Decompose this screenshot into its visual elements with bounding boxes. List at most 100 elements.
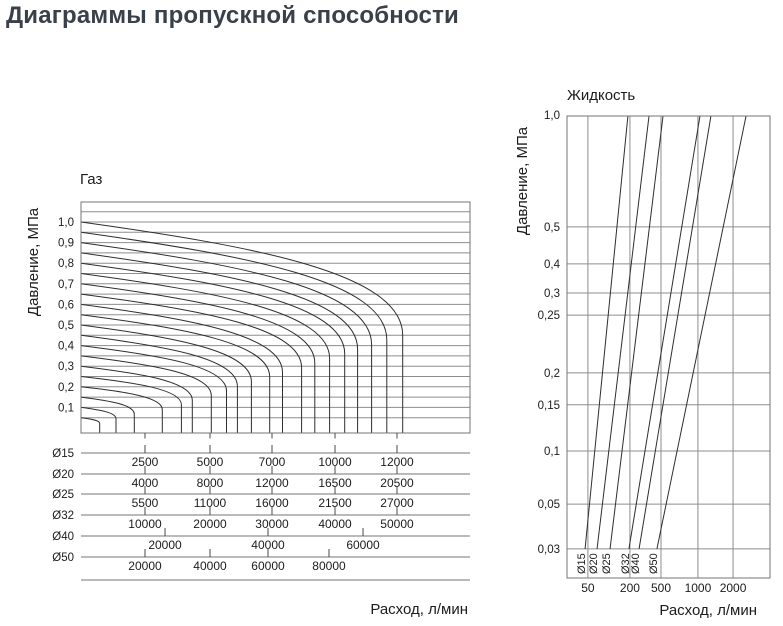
diameter-row-label: Ø50 (52, 552, 74, 564)
flow-value: 60000 (251, 559, 285, 573)
diameter-line (584, 115, 629, 549)
gas-capacity-curve (80, 231, 388, 433)
liquid-x-tick-label: 500 (651, 581, 671, 595)
flow-value: 80000 (312, 559, 346, 573)
flow-value: 12000 (255, 476, 289, 490)
flow-scale-row: Ø50 20000 40000 60000 80000 (52, 549, 470, 573)
flow-scale-row: Ø25 5500 11000 16000 21500 27000 (52, 486, 470, 510)
liquid-y-tick-label: 0,1 (544, 446, 560, 458)
flow-value: 20000 (193, 517, 227, 531)
flow-value: 60000 (346, 538, 380, 552)
diameter-line (596, 115, 650, 549)
gas-capacity-curve (80, 334, 238, 433)
liquid-plot-border (566, 115, 771, 579)
gas-capacity-curve (80, 314, 271, 433)
diameter-line-label: Ø25 (601, 553, 613, 574)
gas-capacity-curve (80, 345, 227, 433)
gas-capacity-curve (80, 242, 373, 433)
diameter-line-label: Ø20 (588, 553, 600, 574)
liquid-y-tick-label: 1,0 (544, 110, 560, 122)
gas-capacity-curve (80, 221, 404, 433)
flow-value: 7000 (259, 455, 286, 469)
gas-x-axis-label: Расход, л/мин (370, 601, 468, 618)
gas-capacity-curve (80, 365, 193, 433)
gas-title: Газ (80, 171, 102, 188)
diameter-line (656, 115, 747, 549)
diameter-row-label: Ø15 (52, 448, 74, 460)
liquid-gridlines (567, 116, 770, 578)
diameter-row-label: Ø25 (52, 489, 74, 501)
flow-value: 4000 (132, 476, 159, 490)
flow-value: 20500 (380, 476, 414, 490)
gas-capacity-curve (80, 293, 303, 433)
gas-y-axis-label: Давление, МПа (25, 207, 42, 316)
gas-capacity-curve (80, 417, 101, 433)
flow-value: 16500 (318, 476, 352, 490)
gas-plot-border (80, 201, 471, 434)
gas-y-tick-label: 0,6 (58, 299, 74, 311)
flow-value: 5000 (197, 455, 224, 469)
gas-y-tick-label: 0,4 (58, 341, 75, 353)
gas-gridlines (81, 211, 470, 419)
liquid-y-axis-label: Давление, МПа (514, 126, 531, 235)
flow-scale-row: Ø32 10000 20000 30000 40000 50000 (52, 507, 470, 531)
flow-value: 20000 (128, 559, 162, 573)
gas-y-tick-label: 0,7 (58, 279, 74, 291)
gas-capacity-curve (80, 283, 316, 433)
flow-value: 21500 (318, 496, 352, 510)
gas-capacity-curves (80, 221, 404, 433)
gas-y-tick-label: 0,9 (58, 238, 74, 250)
gas-capacity-curve (80, 273, 331, 433)
gas-y-tick-label: 0,1 (58, 402, 74, 414)
gas-chart: 0,1 0,2 0,3 0,4 0,5 0,6 0,7 0,8 0,9 1,0 Ø15 2500 500… (25, 171, 471, 618)
diameter-line (628, 115, 701, 549)
liquid-x-tick-label: 1000 (685, 581, 712, 595)
gas-capacity-curve (80, 355, 212, 433)
flow-scale-row: Ø15 2500 5000 7000 10000 12000 (52, 445, 470, 469)
diameter-line-label: Ø15 (576, 553, 588, 574)
gas-capacity-curve (80, 262, 346, 433)
flow-value: 5500 (132, 496, 159, 510)
liquid-x-tick-label: 2000 (720, 581, 747, 595)
gas-y-tick-label: 0,8 (58, 258, 74, 270)
liquid-title: Жидкость (567, 87, 635, 104)
flow-scale-row: Ø20 4000 8000 12000 16500 20500 (52, 466, 470, 490)
liquid-y-tick-label: 0,05 (538, 499, 560, 511)
gas-capacity-curve (80, 396, 135, 433)
flow-value: 11000 (194, 496, 227, 510)
page-title: Диаграммы пропускной способности (6, 2, 459, 29)
flow-value: 10000 (318, 455, 352, 469)
liquid-y-tick-label: 0,4 (544, 259, 561, 271)
liquid-y-tick-label: 0,03 (538, 544, 560, 556)
flow-value: 40000 (318, 517, 352, 531)
flow-value: 30000 (255, 517, 289, 531)
liquid-x-tick-label: 50 (581, 581, 595, 595)
flow-value: 2500 (132, 455, 159, 469)
gas-capacity-curve (80, 324, 252, 433)
diameter-row-label: Ø32 (52, 510, 74, 522)
gas-capacity-curve (80, 252, 359, 433)
flow-scale-row: Ø40 20000 40000 60000 (52, 528, 470, 552)
liquid-y-tick-label: 0,3 (544, 288, 560, 300)
flow-value: 40000 (193, 559, 227, 573)
flow-value: 20000 (148, 538, 182, 552)
gas-capacity-curve (80, 386, 163, 433)
diameter-line (638, 115, 712, 549)
gas-capacity-curve (80, 406, 117, 433)
liquid-x-tick-label: 200 (620, 581, 640, 595)
gas-flow-scale-rows: Ø15 2500 5000 7000 10000 12000 Ø20 4000 8000 1200… (52, 445, 470, 573)
flow-value: 27000 (380, 496, 414, 510)
liquid-chart: 1,0 0,5 0,4 0,3 0,25 0,2 0,15 0,1 0,05 0,03 50 200 5… (514, 87, 771, 619)
liquid-y-tick-label: 0,5 (544, 222, 560, 234)
diameter-row-label: Ø40 (52, 531, 74, 543)
gas-y-tick-label: 0,5 (58, 320, 74, 332)
liquid-x-axis-label: Расход, л/мин (659, 602, 757, 619)
diameter-line-label: Ø50 (648, 553, 660, 574)
liquid-y-tick-label: 0,25 (538, 310, 560, 322)
flow-value: 40000 (251, 538, 285, 552)
flow-value: 12000 (380, 455, 414, 469)
diameter-row-label: Ø20 (52, 469, 74, 481)
diameter-line (609, 115, 664, 549)
